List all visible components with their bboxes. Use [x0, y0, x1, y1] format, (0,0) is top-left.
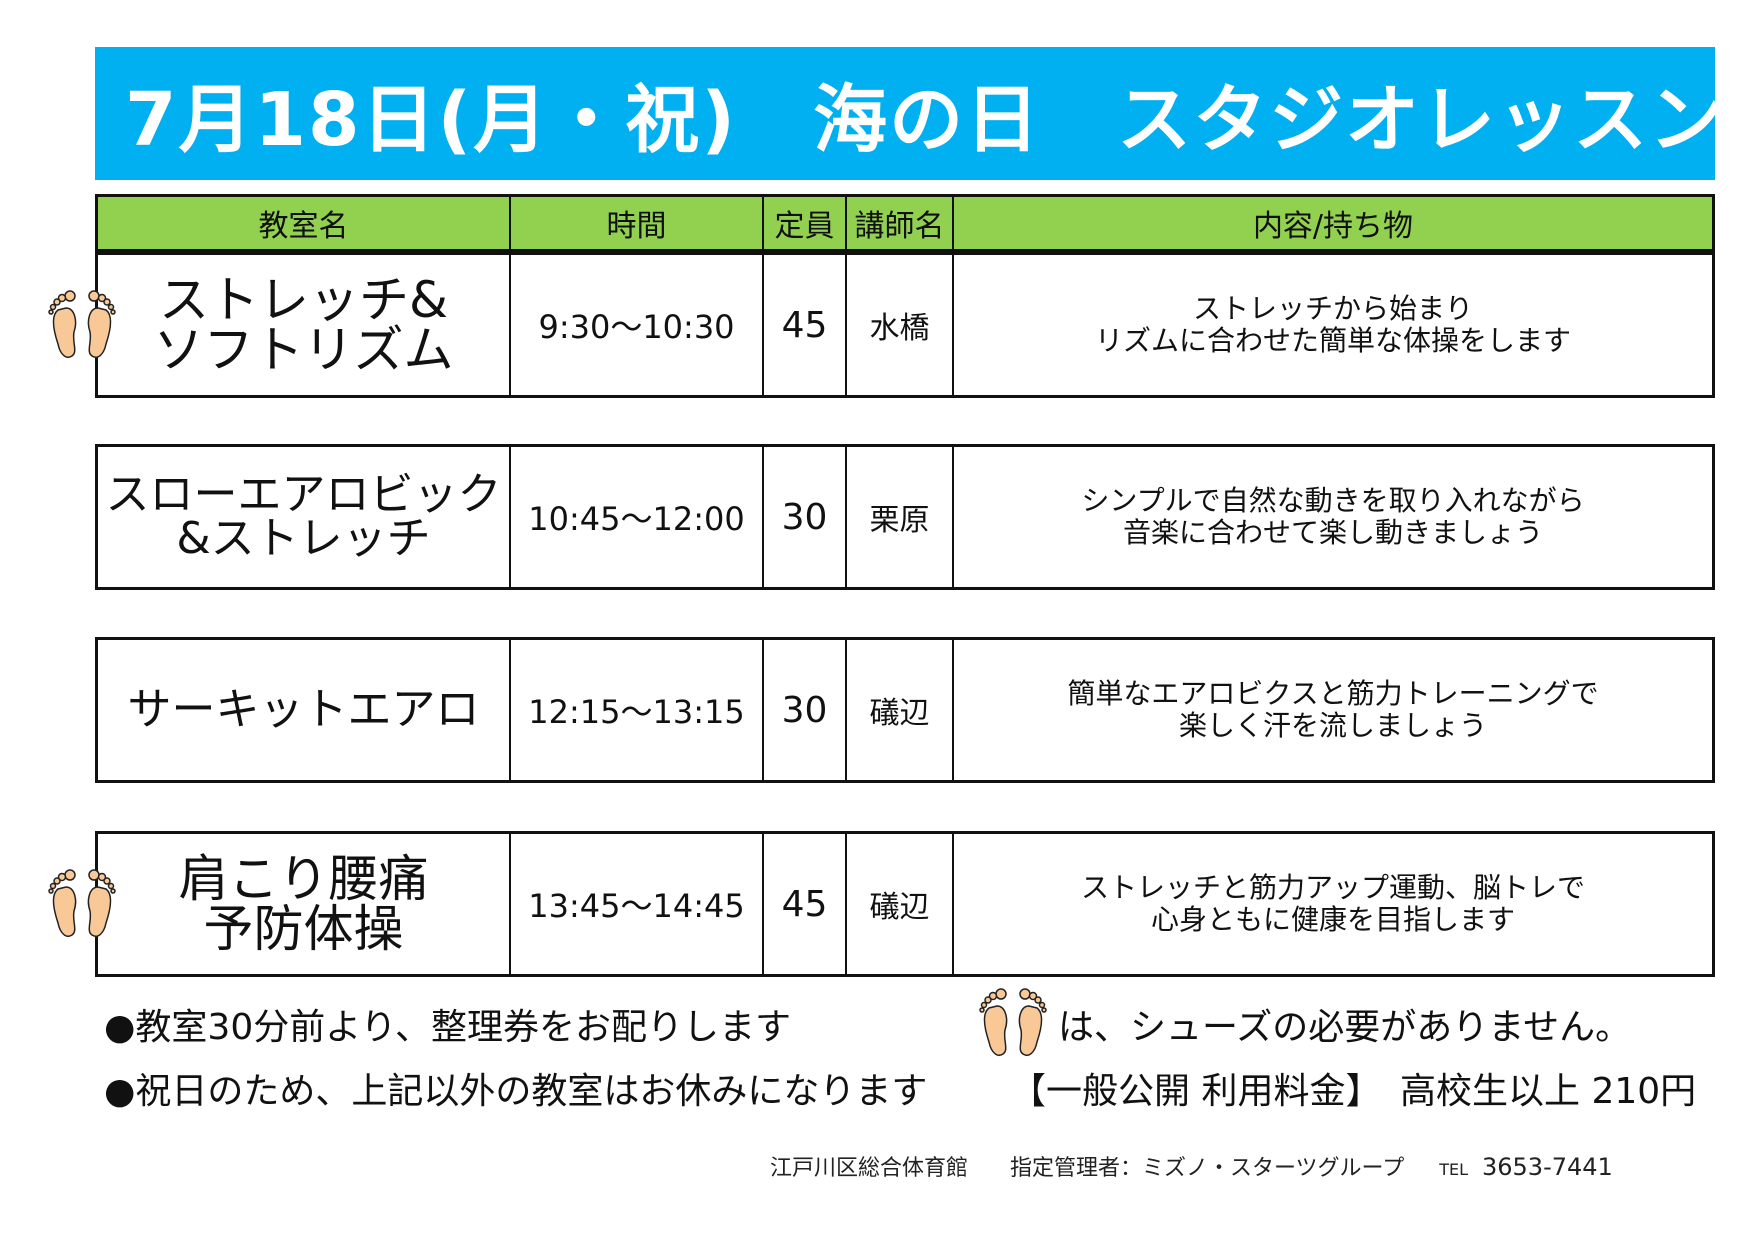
- bare-feet-icon: [44, 282, 132, 362]
- lesson-capacity: 45: [764, 255, 847, 395]
- lesson-instructor: 礒辺: [847, 834, 954, 974]
- lesson-description: 簡単なエアロビクスと筋力トレーニングで 楽しく汗を流しましょう: [954, 640, 1712, 780]
- lesson-row: ストレッチ& ソフトリズム 9:30〜10:30 45 水橋 ストレッチから始まり…: [95, 252, 1715, 398]
- lesson-time: 12:15〜13:15: [511, 640, 764, 780]
- lesson-description: ストレッチから始まり リズムに合わせた簡単な体操をします: [954, 255, 1712, 395]
- desc-line: リズムに合わせた簡単な体操をします: [1094, 324, 1571, 357]
- header-time: 時間: [511, 197, 764, 249]
- note-holiday: ●祝日のため、上記以外の教室はお休みになります: [104, 1071, 928, 1112]
- header-instructor: 講師名: [847, 197, 954, 249]
- lesson-time: 9:30〜10:30: [511, 255, 764, 395]
- desc-line: 心身ともに健康を目指します: [1150, 903, 1515, 936]
- bare-feet-icon: [44, 861, 132, 941]
- lesson-row: サーキットエアロ 12:15〜13:15 30 礒辺 簡単なエアロビクスと筋力ト…: [95, 637, 1715, 783]
- lesson-name: ストレッチ& ソフトリズム: [98, 255, 511, 395]
- lesson-capacity: 45: [764, 834, 847, 974]
- lesson-name-line: 肩こり腰痛: [178, 850, 429, 908]
- lesson-name: サーキットエアロ: [98, 640, 511, 780]
- fee-value: 高校生以上 210円: [1400, 1071, 1697, 1112]
- lesson-description: シンプルで自然な動きを取り入れながら 音楽に合わせて楽し動きましょう: [954, 447, 1712, 587]
- header-capacity: 定員: [764, 197, 847, 249]
- footer-facility: 江戸川区総合体育館: [770, 1156, 969, 1181]
- lesson-time: 13:45〜14:45: [511, 834, 764, 974]
- lesson-capacity: 30: [764, 640, 847, 780]
- desc-line: ストレッチから始まり: [1192, 291, 1473, 325]
- note-no-shoes: は、シューズの必要がありません。: [1058, 1007, 1632, 1048]
- footer-manager: 指定管理者：ミズノ・スターツグループ: [1009, 1156, 1405, 1181]
- lesson-instructor: 礒辺: [847, 640, 954, 780]
- lesson-name: スローエアロビック &ストレッチ: [98, 447, 511, 587]
- lesson-name-line: ソフトリズム: [153, 321, 454, 379]
- lesson-name-line: サーキットエアロ: [127, 684, 480, 735]
- desc-line: 簡単なエアロビクスと筋力トレーニングで: [1067, 676, 1599, 710]
- header-content: 内容/持ち物: [1252, 209, 1414, 244]
- lesson-name: 肩こり腰痛 予防体操: [98, 834, 511, 974]
- header-name: 教室名: [98, 197, 511, 249]
- note-ticket: ●教室30分前より、整理券をお配りします: [104, 1007, 792, 1048]
- lesson-time: 10:45〜12:00: [511, 447, 764, 587]
- lesson-instructor: 栗原: [847, 447, 954, 587]
- bare-feet-icon: [975, 980, 1063, 1060]
- lesson-row: スローエアロビック &ストレッチ 10:45〜12:00 30 栗原 シンプルで自…: [95, 444, 1715, 590]
- page-title: 7月18日(月・祝) 海の日 スタジオレッスン: [95, 47, 1723, 180]
- desc-line: シンプルで自然な動きを取り入れながら: [1081, 483, 1585, 517]
- desc-line: 楽しく汗を流しましょう: [1178, 709, 1487, 742]
- lesson-name-line: &ストレッチ: [176, 513, 431, 564]
- footer-tel: 3653-7441: [1482, 1153, 1613, 1181]
- lesson-description: ストレッチと筋力アップ運動、脳トレで 心身ともに健康を目指します: [954, 834, 1712, 974]
- footer-tel-label: TEL: [1439, 1160, 1468, 1179]
- desc-line: 音楽に合わせて楽し動きましょう: [1122, 516, 1543, 549]
- lesson-row: 肩こり腰痛 予防体操 13:45〜14:45 45 礒辺 ストレッチと筋力アップ運…: [95, 831, 1715, 977]
- table-header: 教室名 時間 定員 講師名 内容/持ち物: [95, 194, 1715, 252]
- footer: 江戸川区総合体育館 指定管理者：ミズノ・スターツグループ TEL 3653-74…: [770, 1150, 1613, 1182]
- lesson-name-line: 予防体操: [203, 900, 404, 958]
- fee-label: 【一般公開 利用料金】: [1010, 1071, 1382, 1112]
- lesson-name-line: ストレッチ&: [159, 271, 448, 329]
- desc-line: ストレッチと筋力アップ運動、脳トレで: [1080, 870, 1585, 904]
- lesson-capacity: 30: [764, 447, 847, 587]
- lesson-name-line: スローエアロビック: [105, 469, 502, 520]
- lesson-instructor: 水橋: [847, 255, 954, 395]
